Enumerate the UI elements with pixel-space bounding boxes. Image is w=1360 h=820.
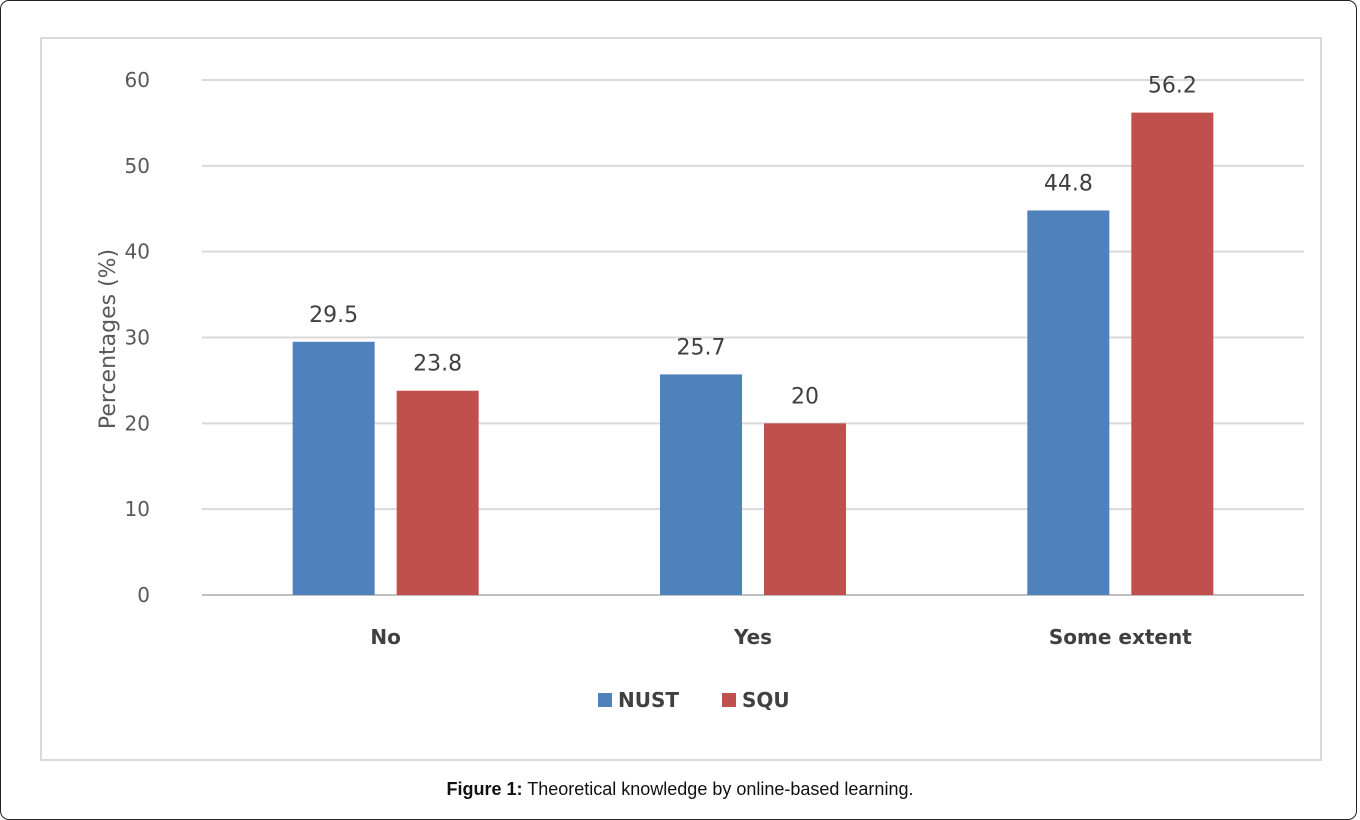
chart-panel: 0 10 20 30 40 50 60 Percentages (%) 29.5 23.8 No 25… <box>40 37 1322 761</box>
y-tick-label: 30 <box>125 326 150 350</box>
bar-nust-2 <box>1027 210 1110 595</box>
y-tick-label: 10 <box>125 497 150 521</box>
category-label: Yes <box>733 625 772 649</box>
bar-squ-2 <box>1131 112 1214 595</box>
y-tick-label: 50 <box>125 154 150 178</box>
caption-label: Figure 1: <box>446 779 523 799</box>
y-tick-label: 20 <box>125 411 150 435</box>
figure-caption: Figure 1: Theoretical knowledge by onlin… <box>0 779 1360 800</box>
category-label: Some extent <box>1049 625 1192 649</box>
bar-squ-1 <box>764 423 846 595</box>
data-label-squ: 23.8 <box>413 352 462 377</box>
y-tick-label: 0 <box>137 583 150 607</box>
y-axis-title: Percentages (%) <box>96 249 121 429</box>
bar-nust-1 <box>660 374 742 595</box>
bar-chart: 0 10 20 30 40 50 60 Percentages (%) 29.5 23.8 No 25… <box>96 68 1304 712</box>
y-tick-label: 60 <box>125 68 150 92</box>
data-label-nust: 29.5 <box>309 303 358 328</box>
caption-text: Theoretical knowledge by online-based le… <box>527 779 914 799</box>
bar-nust-0 <box>292 341 375 595</box>
legend-swatch-squ <box>722 693 736 707</box>
category-label: No <box>370 625 400 649</box>
data-label-nust: 44.8 <box>1044 171 1093 196</box>
data-label-squ: 56.2 <box>1148 74 1197 99</box>
data-label-nust: 25.7 <box>677 335 726 360</box>
bar-squ-0 <box>396 390 479 595</box>
legend-label-squ: SQU <box>742 688 790 712</box>
data-label-squ: 20 <box>791 384 819 409</box>
legend-swatch-nust <box>598 693 612 707</box>
legend-label-nust: NUST <box>618 688 679 712</box>
y-tick-label: 40 <box>125 240 150 264</box>
